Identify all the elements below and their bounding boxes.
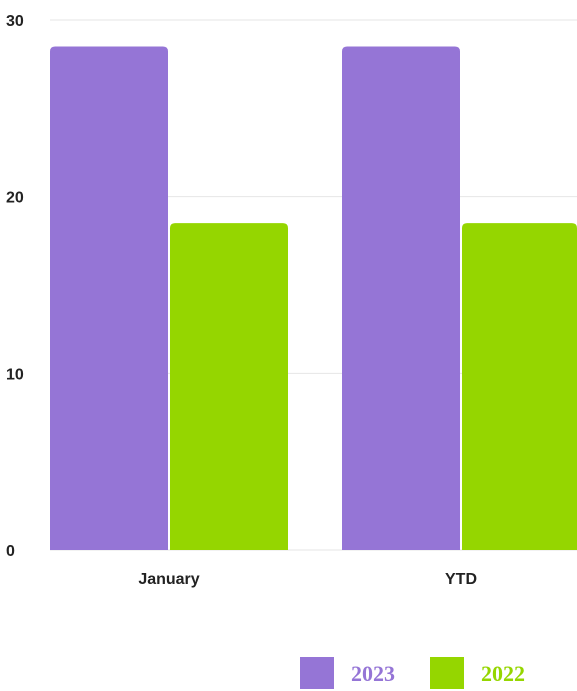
- y-tick-label-20: 20: [6, 190, 24, 207]
- y-tick-label-30: 30: [6, 13, 24, 30]
- x-category-label-january: January: [138, 571, 199, 588]
- bars: [50, 46, 577, 550]
- y-tick-label-10: 10: [6, 366, 24, 383]
- y-tick-label-0: 0: [6, 543, 15, 560]
- bar-ytd-2022: [462, 223, 577, 550]
- bar-january-2023: [50, 46, 168, 550]
- legend-swatch-2023: [300, 657, 334, 689]
- legend-swatch-2022: [430, 657, 464, 689]
- legend-label-2022: 2022: [481, 661, 525, 686]
- x-axis-categories: January YTD: [138, 571, 477, 588]
- bar-january-2022: [170, 223, 288, 550]
- legend: 2023 2022: [300, 657, 525, 689]
- legend-label-2023: 2023: [351, 661, 395, 686]
- y-axis-ticks: 0 10 20 30: [6, 13, 24, 560]
- x-category-label-ytd: YTD: [445, 571, 477, 588]
- bar-ytd-2023: [342, 46, 460, 550]
